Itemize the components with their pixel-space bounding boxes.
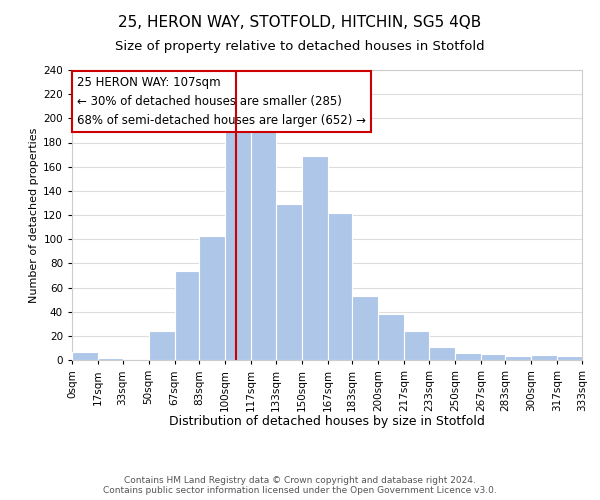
Bar xyxy=(532,355,557,360)
Bar xyxy=(379,314,404,360)
Bar xyxy=(481,354,505,360)
Bar xyxy=(275,204,302,360)
Bar xyxy=(302,156,328,360)
X-axis label: Distribution of detached houses by size in Stotfold: Distribution of detached houses by size … xyxy=(169,416,485,428)
Bar xyxy=(328,212,352,360)
Text: 25 HERON WAY: 107sqm
← 30% of detached houses are smaller (285)
68% of semi-deta: 25 HERON WAY: 107sqm ← 30% of detached h… xyxy=(77,76,366,127)
Y-axis label: Number of detached properties: Number of detached properties xyxy=(29,128,39,302)
Bar xyxy=(505,356,532,360)
Bar xyxy=(557,356,582,360)
Bar xyxy=(251,126,275,360)
Bar xyxy=(404,331,429,360)
Text: Contains HM Land Registry data © Crown copyright and database right 2024.
Contai: Contains HM Land Registry data © Crown c… xyxy=(103,476,497,495)
Bar xyxy=(98,358,122,360)
Bar xyxy=(455,353,481,360)
Bar xyxy=(175,270,199,360)
Bar xyxy=(225,124,251,360)
Bar xyxy=(352,296,379,360)
Bar xyxy=(149,331,175,360)
Bar xyxy=(199,236,225,360)
Text: Size of property relative to detached houses in Stotfold: Size of property relative to detached ho… xyxy=(115,40,485,53)
Bar xyxy=(72,352,98,360)
Text: 25, HERON WAY, STOTFOLD, HITCHIN, SG5 4QB: 25, HERON WAY, STOTFOLD, HITCHIN, SG5 4Q… xyxy=(118,15,482,30)
Bar xyxy=(429,346,455,360)
